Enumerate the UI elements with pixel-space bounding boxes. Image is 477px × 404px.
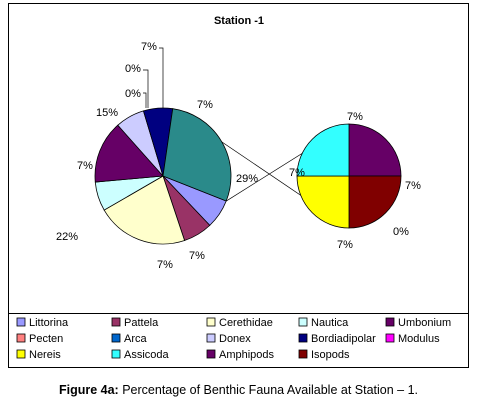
legend-swatch xyxy=(206,349,216,359)
secondary-pie-slice-0 xyxy=(348,123,402,177)
secondary-slice-label: 7% xyxy=(289,167,305,179)
legend-swatch xyxy=(111,317,121,327)
chart-frame: Station -1 7% 7% 22% 7% 15% 0% 0% 7% 7% 29% 7% 7% 0%… xyxy=(8,3,469,368)
leader-line xyxy=(159,47,164,108)
legend-label: Bordiadipolar xyxy=(311,333,376,345)
secondary-slice-label: 0% xyxy=(393,226,409,238)
legend-label: Nautica xyxy=(311,317,349,329)
legend-swatch xyxy=(385,317,395,327)
legend-swatch xyxy=(111,333,121,343)
caption-text: Percentage of Benthic Fauna Available at… xyxy=(118,383,419,397)
legend-swatch xyxy=(206,317,216,327)
main-slice-label: 0% xyxy=(125,63,141,75)
legend-swatch xyxy=(16,349,26,359)
pie-chart: Station -1 7%7%22%7%15%0%0%7%7%29%7%7%0%… xyxy=(56,15,421,271)
legend-label: Amphipods xyxy=(219,349,275,361)
legend-entries: Littorina Pattela Cerethidae Nautica Umboniu… xyxy=(16,317,451,361)
secondary-pie xyxy=(296,123,402,229)
chart-title: Station -1 xyxy=(214,15,264,27)
main-slice-label: 7% xyxy=(141,41,157,53)
legend-label: Pattela xyxy=(124,317,159,329)
main-pie-slice-2 xyxy=(103,175,186,245)
legend-label: Pecten xyxy=(29,333,63,345)
legend-label: Cerethidae xyxy=(219,317,273,329)
main-slice-label: 7% xyxy=(157,259,173,271)
legend-swatch xyxy=(298,349,308,359)
legend-swatch xyxy=(16,333,26,343)
main-pie xyxy=(94,107,232,245)
leader-line xyxy=(143,69,149,108)
main-slice-label: 22% xyxy=(56,231,78,243)
slice-labels: 7%7%22%7%15%0%0%7%7%29%7%7%0%7%7% xyxy=(56,41,421,271)
legend-label: Littorina xyxy=(29,317,69,329)
legend-swatch xyxy=(111,349,121,359)
main-slice-label: 7% xyxy=(77,160,93,172)
legend-label: Arca xyxy=(124,333,148,345)
legend-label: Umbonium xyxy=(398,317,451,329)
legend-label: Donex xyxy=(219,333,251,345)
legend-swatch xyxy=(298,317,308,327)
legend-swatch xyxy=(385,333,395,343)
legend-label: Nereis xyxy=(29,349,61,361)
figure-caption: Figure 4a: Percentage of Benthic Fauna A… xyxy=(0,383,477,397)
main-slice-label: 7% xyxy=(189,250,205,262)
secondary-slice-label: 7% xyxy=(347,111,363,123)
secondary-slice-label: 7% xyxy=(337,239,353,251)
legend-swatch xyxy=(16,317,26,327)
main-pie-slice-9 xyxy=(162,108,232,202)
leader-line xyxy=(143,92,147,108)
main-slice-label: 7% xyxy=(197,99,213,111)
legend-swatch xyxy=(298,333,308,343)
main-slice-label: 0% xyxy=(125,88,141,100)
secondary-pie-slice-1 xyxy=(348,175,402,229)
main-slice-label: 15% xyxy=(96,107,118,119)
secondary-pie-slice-4 xyxy=(296,123,350,177)
legend-label: Assicoda xyxy=(124,349,170,361)
legend-label: Modulus xyxy=(398,333,440,345)
main-slice-label: 29% xyxy=(236,173,258,185)
main-pie-slice-4 xyxy=(94,124,164,183)
legend-swatch xyxy=(206,333,216,343)
caption-label: Figure 4a: xyxy=(58,383,119,397)
secondary-slice-label: 7% xyxy=(405,180,421,192)
secondary-pie-slice-3 xyxy=(296,175,350,229)
legend-label: Isopods xyxy=(311,349,350,361)
legend: Littorina Pattela Cerethidae Nautica Umboniu… xyxy=(8,313,469,368)
